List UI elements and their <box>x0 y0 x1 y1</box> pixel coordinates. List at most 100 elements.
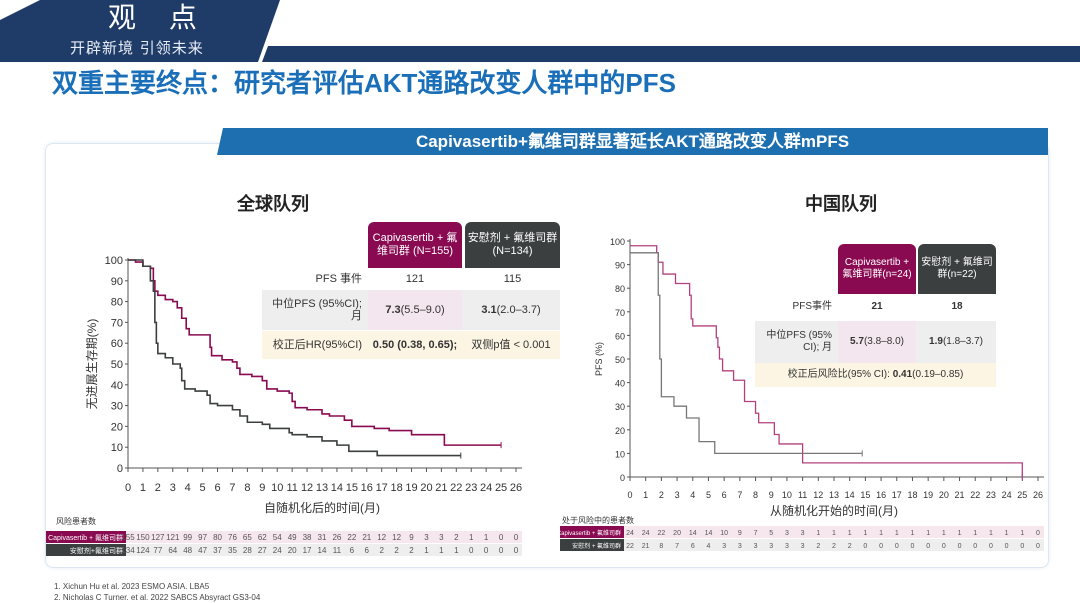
china-row2-v1: 5.7 (3.8–8.0) <box>838 321 916 363</box>
y-tick-label: 70 <box>111 317 123 329</box>
x-tick-label: 10 <box>271 482 283 494</box>
y-axis-title: 无进展生存期(%) <box>85 319 99 410</box>
risk-count: 3 <box>785 543 789 550</box>
x-tick-label: 10 <box>782 490 792 500</box>
risk-count: 1 <box>454 546 459 555</box>
risk-count: 0 <box>499 533 504 542</box>
x-tick-label: 8 <box>244 482 250 494</box>
y-tick-label: 20 <box>111 421 123 433</box>
x-tick-label: 23 <box>465 482 477 494</box>
risk-count: 1 <box>816 530 820 537</box>
global-pvalue: 双侧p值 < 0.001 <box>462 331 560 359</box>
risk-count: 64 <box>168 546 177 555</box>
x-tick-label: 2 <box>155 482 161 494</box>
x-tick-label: 20 <box>939 490 949 500</box>
km-curve-capi <box>128 259 502 446</box>
banner: Capivasertib+氟维司群显著延长AKT通路改变人群mPFS <box>217 128 1048 155</box>
header-band <box>0 0 280 62</box>
risk-count: 0 <box>895 543 899 550</box>
x-tick-label: 18 <box>390 482 402 494</box>
x-tick-label: 9 <box>769 490 774 500</box>
x-tick-label: 15 <box>346 482 358 494</box>
china-hr-label: 校正后风险比(95% CI): <box>787 369 890 380</box>
x-tick-label: 19 <box>923 490 933 500</box>
risk-row-label: Capivasertib + 氟维司群 <box>48 533 123 542</box>
x-tick-label: 19 <box>405 482 417 494</box>
risk-count: 9 <box>738 530 742 537</box>
risk-count: 0 <box>1020 543 1024 550</box>
risk-count: 62 <box>258 533 267 542</box>
risk-count: 97 <box>198 533 207 542</box>
x-tick-label: 1 <box>643 490 648 500</box>
x-tick-label: 3 <box>170 482 176 494</box>
x-tick-label: 6 <box>214 482 220 494</box>
global-subtitle: 全球队列 <box>237 194 309 214</box>
risk-count: 3 <box>801 530 805 537</box>
y-tick-label: 70 <box>615 308 625 318</box>
risk-count: 1 <box>895 530 899 537</box>
y-tick-label: 60 <box>615 331 625 341</box>
x-tick-label: 25 <box>495 482 507 494</box>
risk-count: 1 <box>439 546 444 555</box>
x-tick-label: 6 <box>722 490 727 500</box>
china-hr: 校正后风险比(95% CI): 0.41 (0.19–0.85) <box>755 363 996 387</box>
risk-count: 6 <box>365 546 370 555</box>
x-tick-label: 26 <box>510 482 522 494</box>
risk-row-bg <box>126 531 522 543</box>
risk-count: 0 <box>514 546 519 555</box>
risk-count: 2 <box>816 543 820 550</box>
global-median-placebo: 3.1 <box>481 304 497 316</box>
risk-row-bg <box>624 539 1044 551</box>
x-tick-label: 20 <box>420 482 432 494</box>
risk-count: 0 <box>514 533 519 542</box>
risk-count: 22 <box>657 530 665 537</box>
risk-count: 0 <box>989 543 993 550</box>
x-tick-label: 18 <box>907 490 917 500</box>
x-tick-label: 21 <box>435 482 447 494</box>
x-tick-label: 5 <box>706 490 711 500</box>
risk-count: 8 <box>659 543 663 550</box>
risk-count: 54 <box>273 533 282 542</box>
risk-count: 1 <box>911 530 915 537</box>
x-tick-label: 11 <box>286 482 297 494</box>
risk-count: 24 <box>273 546 282 555</box>
risk-count: 150 <box>136 533 150 542</box>
risk-count: 0 <box>958 543 962 550</box>
risk-count: 26 <box>332 533 341 542</box>
risk-count: 31 <box>318 533 327 542</box>
x-tick-label: 22 <box>970 490 980 500</box>
x-tick-label: 7 <box>737 490 742 500</box>
x-axis-title: 从随机化开始的时间(月) <box>770 503 898 518</box>
y-tick-label: 80 <box>615 284 625 294</box>
y-tick-label: 90 <box>111 276 123 288</box>
risk-count: 1 <box>469 533 474 542</box>
y-tick-label: 50 <box>615 355 625 365</box>
y-axis-title: PFS (%) <box>594 342 604 376</box>
china-row1-v2: 18 <box>951 301 963 312</box>
risk-table-title: 处于风险中的患者数 <box>562 515 634 525</box>
risk-count: 1 <box>484 533 489 542</box>
china-subtitle: 中国队列 <box>805 194 877 214</box>
footnote-2: 2. Nicholas C Turner. et al. 2022 SABCS … <box>54 593 261 602</box>
risk-count: 6 <box>350 546 355 555</box>
x-tick-label: 13 <box>316 482 328 494</box>
risk-count: 1 <box>926 530 930 537</box>
risk-count: 3 <box>769 543 773 550</box>
risk-count: 1 <box>1020 530 1024 537</box>
x-tick-label: 17 <box>376 482 388 494</box>
global-hr: 0.50 (0.38, 0.65); <box>368 331 462 359</box>
page-title: 双重主要终点：研究者评估AKT通路改变人群中的PFS <box>52 68 677 98</box>
x-tick-label: 12 <box>813 490 823 500</box>
header-slogan: 开辟新境 引领未来 <box>70 39 204 57</box>
x-tick-label: 24 <box>480 482 492 494</box>
risk-count: 17 <box>303 546 312 555</box>
global-ci-capi: (5.5–9.0) <box>400 304 445 316</box>
x-tick-label: 11 <box>798 490 807 500</box>
x-tick-label: 5 <box>200 482 206 494</box>
risk-count: 0 <box>484 546 489 555</box>
risk-count: 0 <box>469 546 474 555</box>
risk-count: 127 <box>151 533 165 542</box>
risk-count: 20 <box>673 530 681 537</box>
x-tick-label: 12 <box>301 482 313 494</box>
risk-count: 1 <box>958 530 962 537</box>
